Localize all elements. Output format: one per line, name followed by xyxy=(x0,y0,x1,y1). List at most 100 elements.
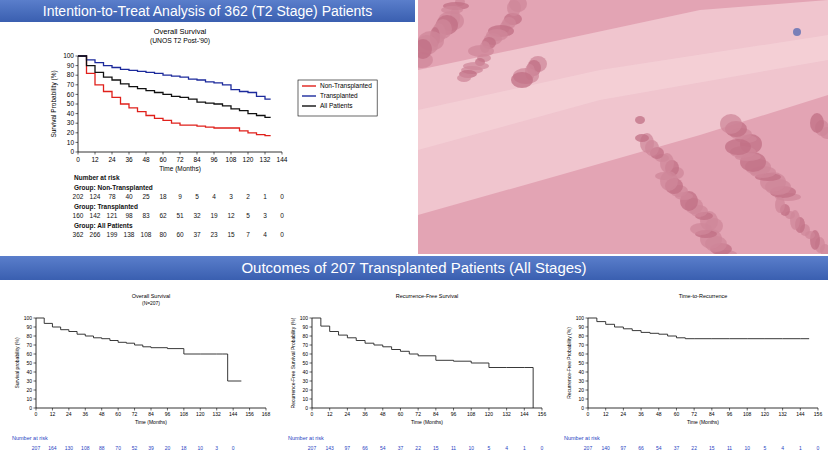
y-tick xyxy=(586,363,589,364)
y-tick xyxy=(76,84,79,85)
x-tick xyxy=(231,152,232,155)
risk-title: Number at risk xyxy=(12,435,48,441)
histology-band xyxy=(418,35,828,150)
survival-curve xyxy=(78,56,271,117)
x-tick xyxy=(129,152,130,155)
risk-count: 83 xyxy=(142,212,150,219)
y-tick xyxy=(586,381,589,382)
y-tick xyxy=(76,56,79,57)
histology-cell xyxy=(468,45,494,57)
risk-count: 0 xyxy=(280,231,284,238)
risk-count: 11 xyxy=(451,445,456,451)
risk-group: Group: Transplanted xyxy=(74,203,138,211)
x-tick-label: 0 xyxy=(35,411,38,417)
x-tick xyxy=(248,152,249,155)
y-tick xyxy=(76,152,79,153)
risk-count: 108 xyxy=(141,231,152,238)
risk-count: 138 xyxy=(124,231,135,238)
y-tick xyxy=(34,336,37,337)
risk-count: 80 xyxy=(159,231,167,238)
risk-table: Number at risk20714397665437221511105410 xyxy=(288,435,544,451)
y-tick-label: 80 xyxy=(26,333,32,339)
x-tick-label: 60 xyxy=(398,411,404,417)
x-tick-label: 36 xyxy=(125,156,133,163)
y-tick xyxy=(310,345,313,346)
km-chart: Overall Survival(N=207)01020304050607080… xyxy=(12,293,270,451)
risk-count: 23 xyxy=(210,231,218,238)
y-tick-label: 50 xyxy=(578,360,584,366)
y-tick xyxy=(34,354,37,355)
chart-title: Overall Survival xyxy=(154,27,207,36)
risk-count: 20 xyxy=(165,445,171,451)
risk-count: 207 xyxy=(308,445,317,451)
risk-count: 54 xyxy=(380,445,386,451)
legend-swatch xyxy=(302,95,316,96)
legend-box xyxy=(298,80,377,116)
risk-count: 5 xyxy=(195,193,199,200)
y-tick xyxy=(76,123,79,124)
plot-marks xyxy=(78,56,271,136)
y-tick-label: 60 xyxy=(26,351,32,357)
banner-title: Outcomes of 207 Transplanted Patients (A… xyxy=(241,259,586,276)
risk-count: 98 xyxy=(125,212,133,219)
x-tick-label: 132 xyxy=(260,156,271,163)
y-tick xyxy=(34,390,37,391)
risk-table: Number at riskGroup: Non-Transplanted202… xyxy=(73,174,285,238)
risk-count: 5 xyxy=(488,445,491,451)
risk-count: 97 xyxy=(345,445,351,451)
y-tick-label: 100 xyxy=(63,52,74,59)
x-tick xyxy=(146,152,147,155)
x-tick xyxy=(163,152,164,155)
risk-group: Group: Non-Transplanted xyxy=(74,184,153,192)
y-tick xyxy=(76,94,79,95)
y-tick-label: 90 xyxy=(67,62,75,69)
y-tick-label: 20 xyxy=(26,387,32,393)
x-axis-title: Time (Months) xyxy=(411,419,443,425)
x-tick-label: 96 xyxy=(165,411,171,417)
y-tick-label: 80 xyxy=(67,71,75,78)
y-tick-label: 30 xyxy=(578,378,584,384)
risk-count: 10 xyxy=(744,445,750,451)
histology-cell xyxy=(457,74,471,82)
risk-count: 0 xyxy=(232,445,235,451)
x-tick-label: 84 xyxy=(433,411,439,417)
risk-count: 66 xyxy=(362,445,368,451)
x-tick-label: 168 xyxy=(262,411,271,417)
x-tick-label: 144 xyxy=(277,156,288,163)
risk-count: 207 xyxy=(584,445,593,451)
y-tick-label: 40 xyxy=(26,369,32,375)
risk-count: 12 xyxy=(227,212,235,219)
x-tick-label: 36 xyxy=(362,411,368,417)
banner-title: Intention-to-Treat Analysis of 362 (T2 S… xyxy=(43,3,372,19)
risk-count: 124 xyxy=(90,193,101,200)
plot-marks xyxy=(588,318,809,339)
x-tick-label: 0 xyxy=(587,411,590,417)
y-tick xyxy=(310,381,313,382)
histology-cell xyxy=(507,0,521,16)
risk-count: 10 xyxy=(198,445,204,451)
y-tick-label: 0 xyxy=(29,405,32,411)
x-tick-label: 120 xyxy=(243,156,254,163)
survival-curve xyxy=(36,318,241,381)
risk-count: 22 xyxy=(415,445,421,451)
risk-count: 4 xyxy=(781,445,784,451)
plot-marks xyxy=(36,318,241,381)
x-tick-label: 0 xyxy=(311,411,314,417)
y-tick-label: 0 xyxy=(305,405,308,411)
y-axis-title: Survival Probability (%) xyxy=(50,70,58,137)
y-tick-label: 70 xyxy=(578,342,584,348)
plot-marks xyxy=(312,318,533,408)
x-axis xyxy=(588,408,818,409)
x-tick xyxy=(282,152,283,155)
y-tick xyxy=(586,390,589,391)
x-tick-label: 48 xyxy=(142,156,150,163)
legend: Non-TransplantedTransplantedAll Patients xyxy=(298,80,377,116)
x-tick-label: 108 xyxy=(226,156,237,163)
x-tick-label: 24 xyxy=(66,411,72,417)
x-tick-label: 60 xyxy=(115,411,121,417)
y-tick-label: 60 xyxy=(578,351,584,357)
km-chart: Recurrence-Free Survival0102030405060708… xyxy=(288,293,546,451)
y-tick xyxy=(76,132,79,133)
histology-cell xyxy=(690,223,712,235)
x-tick xyxy=(95,152,96,155)
